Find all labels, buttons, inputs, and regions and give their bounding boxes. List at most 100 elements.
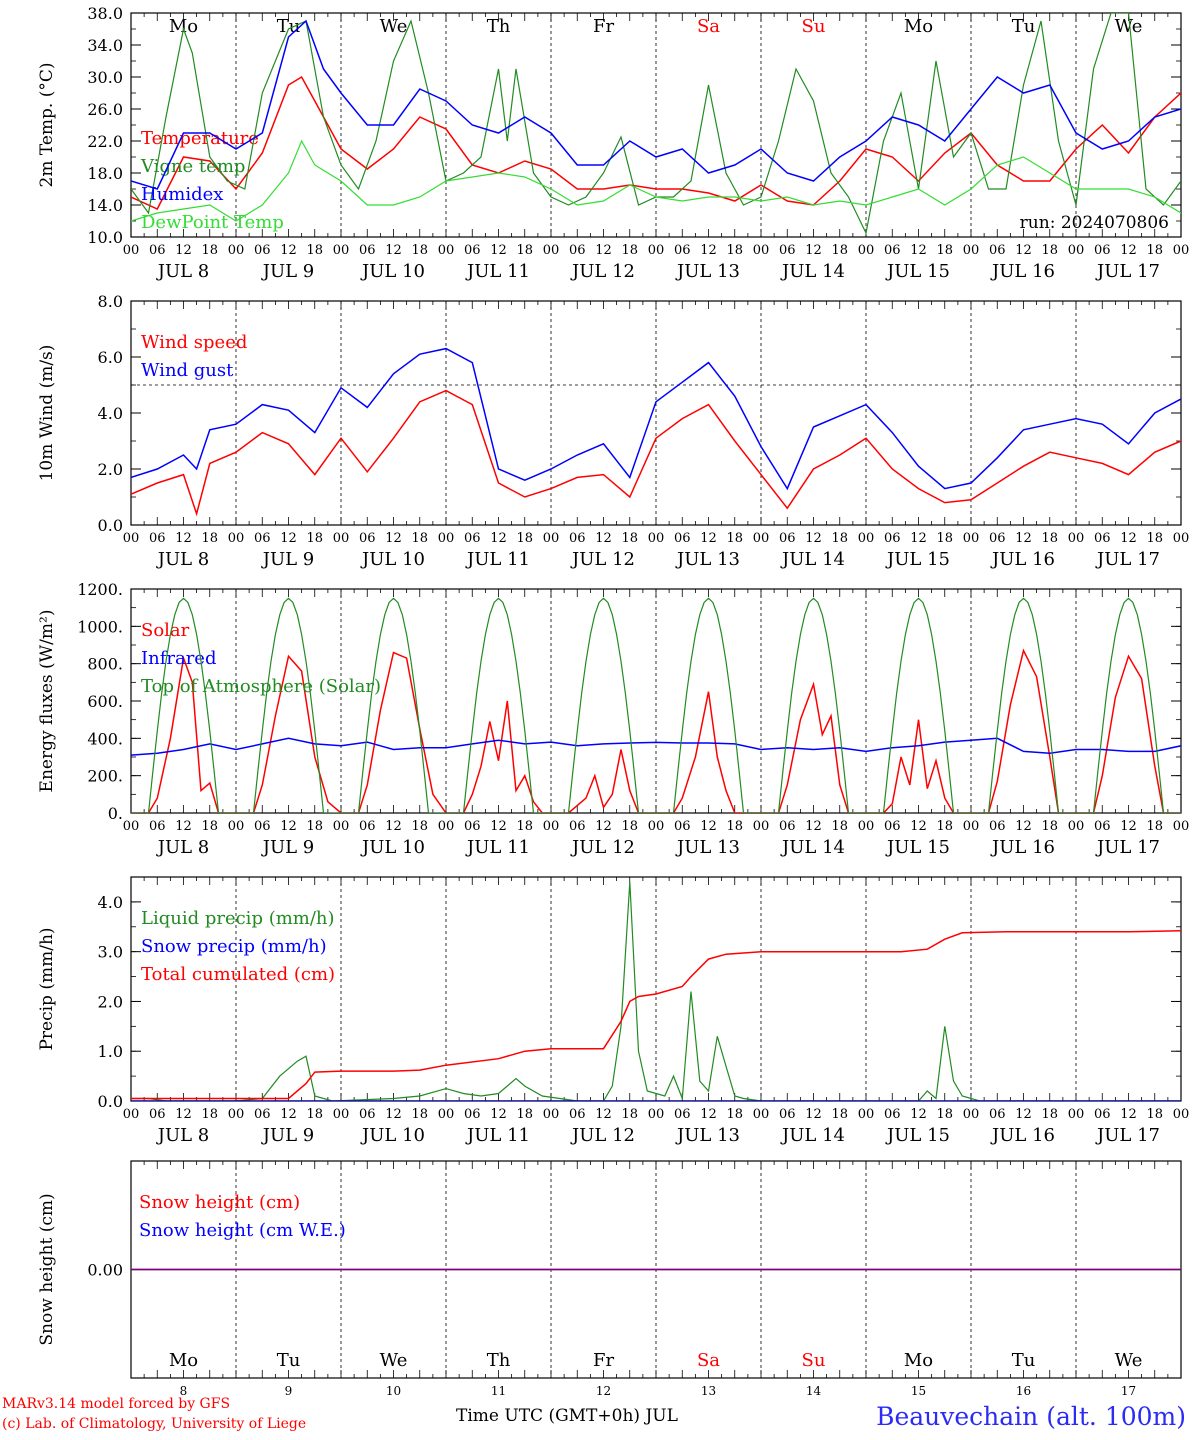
hour-label: 12 bbox=[490, 819, 507, 834]
hour-label: 12 bbox=[385, 1107, 402, 1122]
y-tick-label: 0.0 bbox=[98, 516, 123, 535]
legend-label: Vigne temp bbox=[140, 156, 245, 177]
legend-label: Snow precip (mm/h) bbox=[141, 936, 327, 957]
hour-label: 12 bbox=[1015, 531, 1032, 546]
hour-label: 06 bbox=[884, 819, 901, 834]
hour-label: 12 bbox=[700, 531, 717, 546]
y-tick-label: 3.0 bbox=[98, 943, 123, 962]
weekday-label: We bbox=[1115, 1350, 1143, 1371]
hour-label: 12 bbox=[280, 243, 297, 258]
legend-label: Humidex bbox=[141, 184, 223, 205]
hour-label: 12 bbox=[490, 531, 507, 546]
y-axis-label: Energy fluxes (W/m²) bbox=[37, 610, 57, 793]
hour-label: 00 bbox=[1173, 531, 1190, 546]
series-line bbox=[131, 19, 1181, 190]
day-number: 17 bbox=[1121, 1384, 1136, 1398]
y-tick-label: 30.0 bbox=[87, 68, 123, 87]
hour-label: 18 bbox=[621, 531, 638, 546]
weekday-label: Mo bbox=[169, 16, 198, 37]
hour-label: 00 bbox=[543, 243, 560, 258]
y-tick-label: 38.0 bbox=[87, 4, 123, 23]
hour-label: 00 bbox=[1173, 243, 1190, 258]
hour-label: 18 bbox=[726, 1107, 743, 1122]
hour-label: 00 bbox=[648, 1107, 665, 1122]
weekday-label: Fr bbox=[593, 1350, 614, 1371]
series-line bbox=[131, 881, 1181, 1101]
hour-label: 18 bbox=[306, 1107, 323, 1122]
hour-label: 12 bbox=[280, 531, 297, 546]
hour-label: 06 bbox=[674, 531, 691, 546]
hour-label: 06 bbox=[359, 243, 376, 258]
date-label: JUL 9 bbox=[261, 1125, 315, 1146]
hour-label: 06 bbox=[884, 531, 901, 546]
hour-label: 12 bbox=[385, 243, 402, 258]
hour-label: 06 bbox=[884, 1107, 901, 1122]
hour-label: 18 bbox=[201, 1107, 218, 1122]
hour-label: 06 bbox=[884, 243, 901, 258]
date-label: JUL 10 bbox=[360, 549, 425, 570]
y-tick-label: 4.0 bbox=[98, 404, 123, 423]
day-number: 16 bbox=[1016, 1384, 1031, 1398]
legend-label: Snow height (cm) bbox=[139, 1192, 300, 1213]
legend-label: Liquid precip (mm/h) bbox=[141, 908, 335, 929]
model-credit: MARv3.14 model forced by GFS bbox=[2, 1396, 231, 1412]
hour-label: 12 bbox=[1015, 819, 1032, 834]
weekday-label: Sa bbox=[697, 1350, 720, 1371]
weekday-label: Tu bbox=[277, 1350, 301, 1371]
hour-label: 18 bbox=[936, 531, 953, 546]
hour-label: 18 bbox=[621, 243, 638, 258]
plot-frame-3 bbox=[130, 588, 1182, 814]
day-number: 13 bbox=[701, 1384, 716, 1398]
y-axis-label: 2m Temp. (°C) bbox=[37, 62, 57, 187]
date-label: JUL 13 bbox=[675, 837, 740, 858]
series-line bbox=[131, 75, 1181, 210]
date-label: JUL 12 bbox=[570, 1125, 635, 1146]
hour-label: 00 bbox=[123, 819, 140, 834]
hour-label: 06 bbox=[674, 1107, 691, 1122]
hour-label: 00 bbox=[753, 819, 770, 834]
date-label: JUL 15 bbox=[885, 837, 950, 858]
hour-label: 18 bbox=[516, 531, 533, 546]
weekday-label: Mo bbox=[904, 1350, 933, 1371]
hour-label: 00 bbox=[1173, 1107, 1190, 1122]
hour-label: 00 bbox=[123, 243, 140, 258]
weekday-label: Su bbox=[802, 1350, 826, 1371]
hour-label: 18 bbox=[1041, 531, 1058, 546]
hour-label: 12 bbox=[385, 531, 402, 546]
hour-label: 00 bbox=[228, 531, 245, 546]
date-label: JUL 15 bbox=[885, 261, 950, 282]
date-label: JUL 16 bbox=[990, 837, 1055, 858]
y-axis-label: Snow height (cm) bbox=[37, 1193, 57, 1345]
hour-label: 06 bbox=[359, 819, 376, 834]
y-tick-label: 14.0 bbox=[87, 196, 123, 215]
date-label: JUL 17 bbox=[1095, 1125, 1160, 1146]
hour-label: 18 bbox=[516, 243, 533, 258]
weekday-label: We bbox=[380, 16, 408, 37]
hour-label: 06 bbox=[989, 531, 1006, 546]
y-tick-label: 800. bbox=[87, 655, 123, 674]
hour-label: 18 bbox=[621, 1107, 638, 1122]
hour-label: 06 bbox=[989, 243, 1006, 258]
y-tick-label: 400. bbox=[87, 729, 123, 748]
hour-label: 00 bbox=[333, 1107, 350, 1122]
hour-label: 06 bbox=[779, 819, 796, 834]
hour-label: 06 bbox=[149, 531, 166, 546]
hour-label: 18 bbox=[306, 819, 323, 834]
hour-label: 12 bbox=[595, 819, 612, 834]
y-tick-label: 10.0 bbox=[87, 228, 123, 247]
weekday-label: Tu bbox=[277, 16, 301, 37]
hour-label: 18 bbox=[936, 819, 953, 834]
hour-label: 18 bbox=[1146, 243, 1163, 258]
hour-label: 06 bbox=[149, 1107, 166, 1122]
hour-label: 00 bbox=[648, 819, 665, 834]
date-label: JUL 9 bbox=[261, 549, 315, 570]
hour-label: 12 bbox=[805, 531, 822, 546]
date-label: JUL 8 bbox=[156, 549, 210, 570]
weekday-label: Th bbox=[487, 1350, 511, 1371]
hour-label: 06 bbox=[569, 531, 586, 546]
hour-label: 06 bbox=[1094, 243, 1111, 258]
hour-label: 00 bbox=[1068, 531, 1085, 546]
hour-label: 06 bbox=[989, 819, 1006, 834]
hour-label: 06 bbox=[254, 1107, 271, 1122]
